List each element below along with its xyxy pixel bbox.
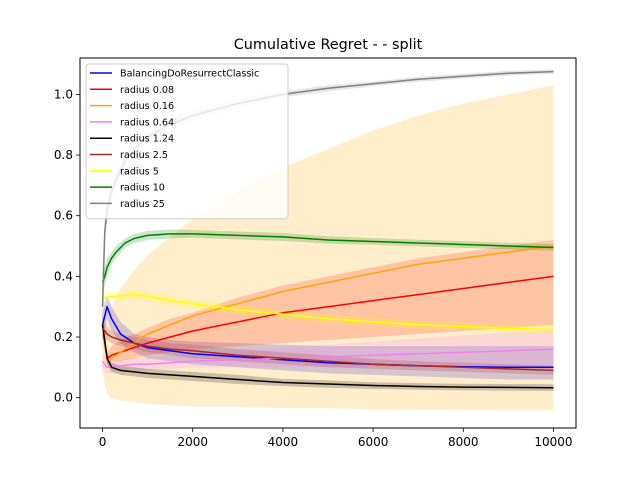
y-axis: 0.0 0.2 0.4 0.6 0.8 1.0: [54, 87, 80, 405]
legend-entry: radius 0.08: [120, 85, 174, 96]
confidence-bands: [102, 69, 554, 411]
x-tick-label: 4000: [268, 435, 299, 449]
x-tick-label: 10000: [534, 435, 572, 449]
line-series-7: [101, 233, 554, 283]
x-tick-label: 2000: [177, 435, 208, 449]
band-series-6: [102, 288, 554, 334]
legend-entry: radius 25: [120, 199, 165, 210]
band-series-2: [102, 85, 554, 411]
line-series-2: [101, 245, 554, 363]
y-tick-label: 0.4: [54, 269, 73, 283]
y-tick-label: 1.0: [54, 87, 73, 101]
line-series-1: [101, 275, 554, 359]
chart-title: Cumulative Regret - - split: [234, 37, 423, 53]
legend-entry: radius 0.64: [120, 117, 174, 128]
legend: BalancingDoResurrectClassic radius 0.08 ra…: [85, 63, 289, 220]
y-tick-label: 0.0: [54, 391, 73, 405]
line-series-3: [101, 348, 554, 369]
legend-entry: radius 2.5: [120, 150, 168, 161]
y-tick-label: 0.8: [54, 148, 73, 162]
y-tick-label: 0.2: [54, 330, 73, 344]
x-tick-label: 6000: [358, 435, 389, 449]
line-series-4: [101, 324, 554, 389]
band-series-3: [102, 329, 554, 374]
legend-entry: radius 0.16: [120, 101, 174, 112]
band-series-0: [102, 294, 554, 380]
plot-frame: [79, 57, 577, 429]
x-tick-label: 0: [99, 435, 107, 449]
y-tick-label: 0.6: [54, 209, 73, 223]
legend-box: [85, 63, 289, 220]
legend-entry: radius 10: [120, 183, 165, 194]
line-series-6: [102, 293, 554, 331]
band-series-1: [102, 240, 554, 365]
line-series-5: [101, 327, 554, 372]
legend-entry: radius 5: [120, 166, 159, 177]
x-axis: 0 2000 4000 6000 8000 10000: [99, 428, 573, 449]
legend-entry: radius 1.24: [120, 134, 174, 145]
x-tick-label: 8000: [448, 435, 479, 449]
legend-entry: BalancingDoResurrectClassic: [120, 69, 259, 80]
band-series-7: [102, 229, 554, 295]
